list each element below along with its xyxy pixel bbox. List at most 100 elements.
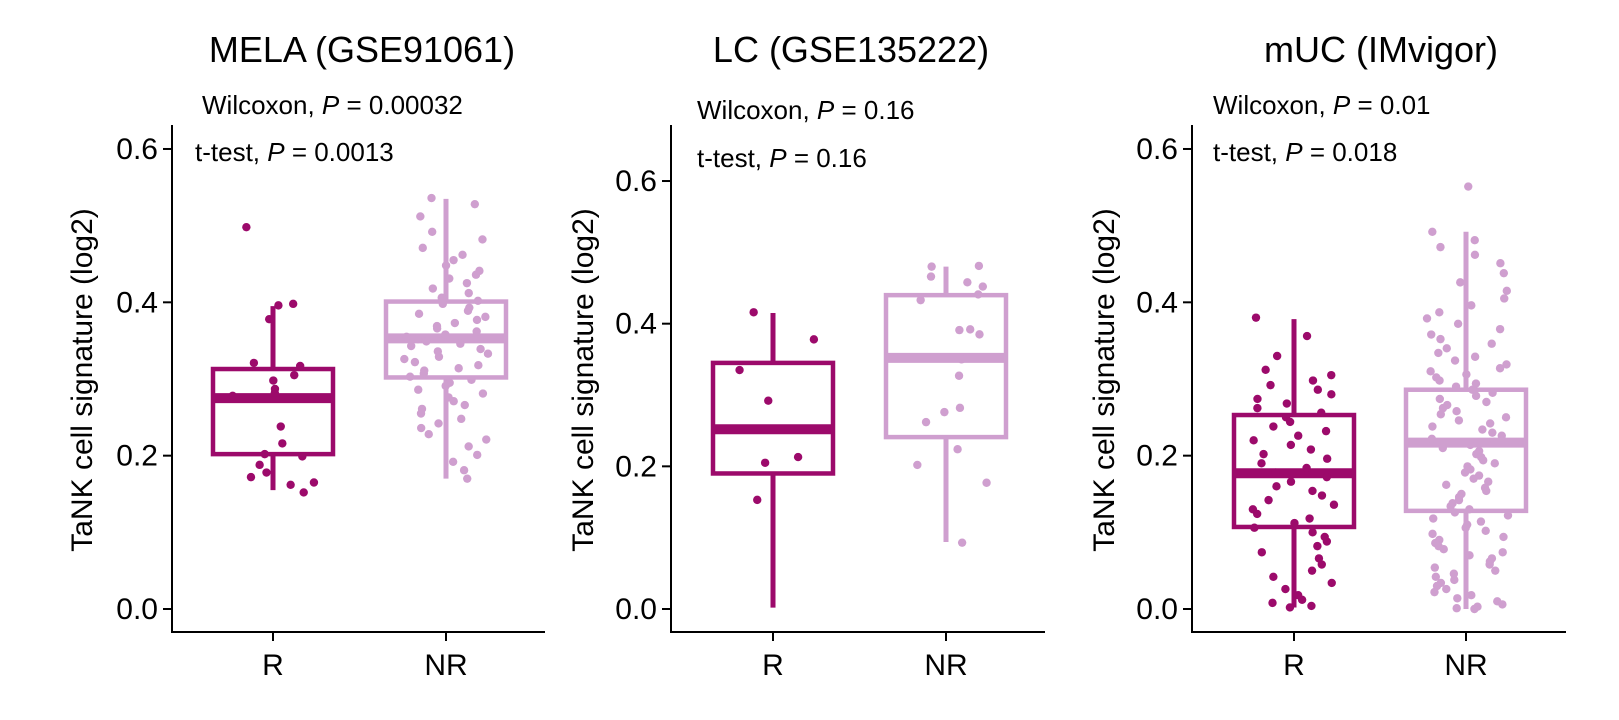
point-muc-NR-16	[1436, 334, 1445, 344]
point-muc-R-31	[1264, 495, 1273, 505]
point-muc-NR-37	[1452, 406, 1461, 416]
ttest-stat-muc: t-test, P = 0.018	[1213, 137, 1397, 167]
point-mela-R-20	[299, 488, 308, 497]
point-muc-NR-15	[1427, 330, 1436, 339]
point-mela-R-5	[295, 361, 305, 371]
panel-title-mela: MELA (GSE91061)	[209, 29, 515, 70]
point-muc-NR-22	[1502, 360, 1511, 369]
y-axis-label-lc: TaNK cell signature (log2)	[567, 208, 600, 552]
point-mela-NR-42	[419, 369, 429, 378]
point-muc-R-28	[1272, 482, 1281, 491]
x-tick-label-muc-R: R	[1283, 649, 1305, 682]
point-mela-NR-35	[483, 349, 493, 358]
point-mela-R-4	[249, 358, 259, 368]
point-lc-R-4	[793, 452, 803, 462]
point-muc-NR-2	[1470, 236, 1479, 245]
point-muc-NR-90	[1449, 569, 1459, 578]
point-mela-NR-29	[413, 334, 423, 344]
point-mela-R-3	[264, 314, 274, 324]
point-muc-NR-38	[1436, 410, 1446, 419]
point-muc-NR-45	[1497, 431, 1506, 440]
point-muc-NR-4	[1470, 250, 1480, 259]
box-group-mela-R	[210, 222, 336, 497]
point-muc-NR-76	[1481, 526, 1490, 535]
point-mela-NR-57	[424, 429, 433, 439]
y-tick-label-muc-1: 0.2	[1136, 440, 1178, 473]
point-muc-NR-17	[1487, 339, 1496, 348]
point-muc-R-30	[1317, 491, 1327, 500]
point-lc-NR-4	[978, 282, 988, 291]
point-muc-R-6	[1266, 380, 1275, 390]
y-tick-label-mela-1: 0.2	[116, 440, 158, 473]
point-muc-NR-33	[1435, 394, 1445, 404]
point-muc-NR-96	[1430, 587, 1439, 597]
wilcoxon-stat-mela: Wilcoxon, P = 0.00032	[202, 90, 463, 120]
point-muc-R-23	[1257, 459, 1266, 468]
point-muc-R-53	[1285, 603, 1295, 612]
point-muc-R-29	[1308, 486, 1317, 496]
point-mela-NR-36	[434, 352, 444, 361]
point-muc-R-52	[1307, 601, 1316, 611]
axis-lines-muc	[1191, 125, 1566, 633]
point-mela-R-17	[246, 472, 256, 482]
point-muc-R-22	[1322, 454, 1332, 463]
point-muc-R-26	[1322, 472, 1331, 482]
point-lc-NR-0	[974, 261, 984, 271]
point-muc-R-7	[1313, 385, 1323, 394]
point-mela-NR-16	[473, 296, 483, 305]
point-muc-NR-46	[1427, 434, 1437, 443]
point-muc-R-36	[1290, 518, 1299, 528]
point-muc-NR-54	[1490, 459, 1499, 468]
point-muc-NR-39	[1501, 413, 1511, 422]
point-lc-R-2	[735, 365, 744, 375]
point-muc-NR-87	[1485, 560, 1494, 569]
point-muc-R-3	[1261, 365, 1270, 374]
point-muc-R-2	[1272, 351, 1282, 361]
point-muc-R-44	[1317, 560, 1326, 569]
box-group-mela-NR	[383, 193, 509, 483]
panel-lc: LC (GSE135222) Wilcoxon, P = 0.16 t-test, …	[567, 29, 1045, 682]
point-muc-R-48	[1281, 584, 1290, 594]
point-muc-NR-23	[1495, 364, 1505, 373]
axis-lines-mela	[171, 125, 545, 633]
point-muc-R-50	[1297, 595, 1307, 604]
point-mela-NR-48	[478, 389, 488, 398]
point-muc-NR-61	[1442, 480, 1451, 489]
point-muc-NR-8	[1502, 286, 1512, 296]
point-lc-NR-3	[963, 278, 972, 287]
x-tick-label-mela-NR: NR	[424, 649, 467, 682]
x-tick-label-lc-R: R	[762, 649, 784, 682]
point-muc-NR-63	[1482, 486, 1491, 496]
x-tick-label-muc-NR: NR	[1444, 649, 1487, 682]
point-mela-NR-1	[470, 199, 480, 209]
point-muc-R-18	[1249, 436, 1258, 445]
point-lc-R-0	[749, 308, 758, 317]
point-muc-NR-12	[1422, 314, 1432, 323]
point-muc-NR-78	[1499, 532, 1508, 542]
point-mela-NR-11	[445, 274, 454, 283]
point-mela-R-15	[255, 460, 264, 470]
box-group-lc-NR	[883, 261, 1009, 547]
panel-mela: MELA (GSE91061) Wilcoxon, P = 0.00032 t-te…	[66, 29, 545, 682]
box-group-lc-R	[710, 308, 836, 608]
point-mela-R-2	[274, 301, 283, 310]
point-mela-NR-59	[464, 442, 473, 451]
point-mela-NR-61	[448, 457, 458, 466]
point-lc-NR-15	[953, 445, 962, 454]
point-mela-NR-26	[472, 327, 481, 336]
point-mela-NR-30	[422, 337, 431, 346]
point-muc-NR-30	[1468, 385, 1477, 394]
point-muc-R-20	[1306, 445, 1316, 454]
point-muc-NR-95	[1442, 584, 1451, 594]
point-muc-NR-73	[1476, 517, 1486, 526]
point-muc-NR-82	[1439, 544, 1448, 554]
point-muc-NR-24	[1426, 367, 1435, 376]
point-muc-NR-75	[1461, 523, 1470, 532]
point-mela-NR-51	[460, 400, 469, 410]
box-group-muc-NR	[1403, 182, 1529, 614]
point-mela-NR-14	[464, 288, 473, 298]
point-muc-NR-21	[1450, 356, 1460, 365]
point-mela-R-6	[290, 370, 299, 380]
point-muc-NR-43	[1478, 425, 1487, 434]
point-mela-NR-56	[416, 423, 426, 433]
